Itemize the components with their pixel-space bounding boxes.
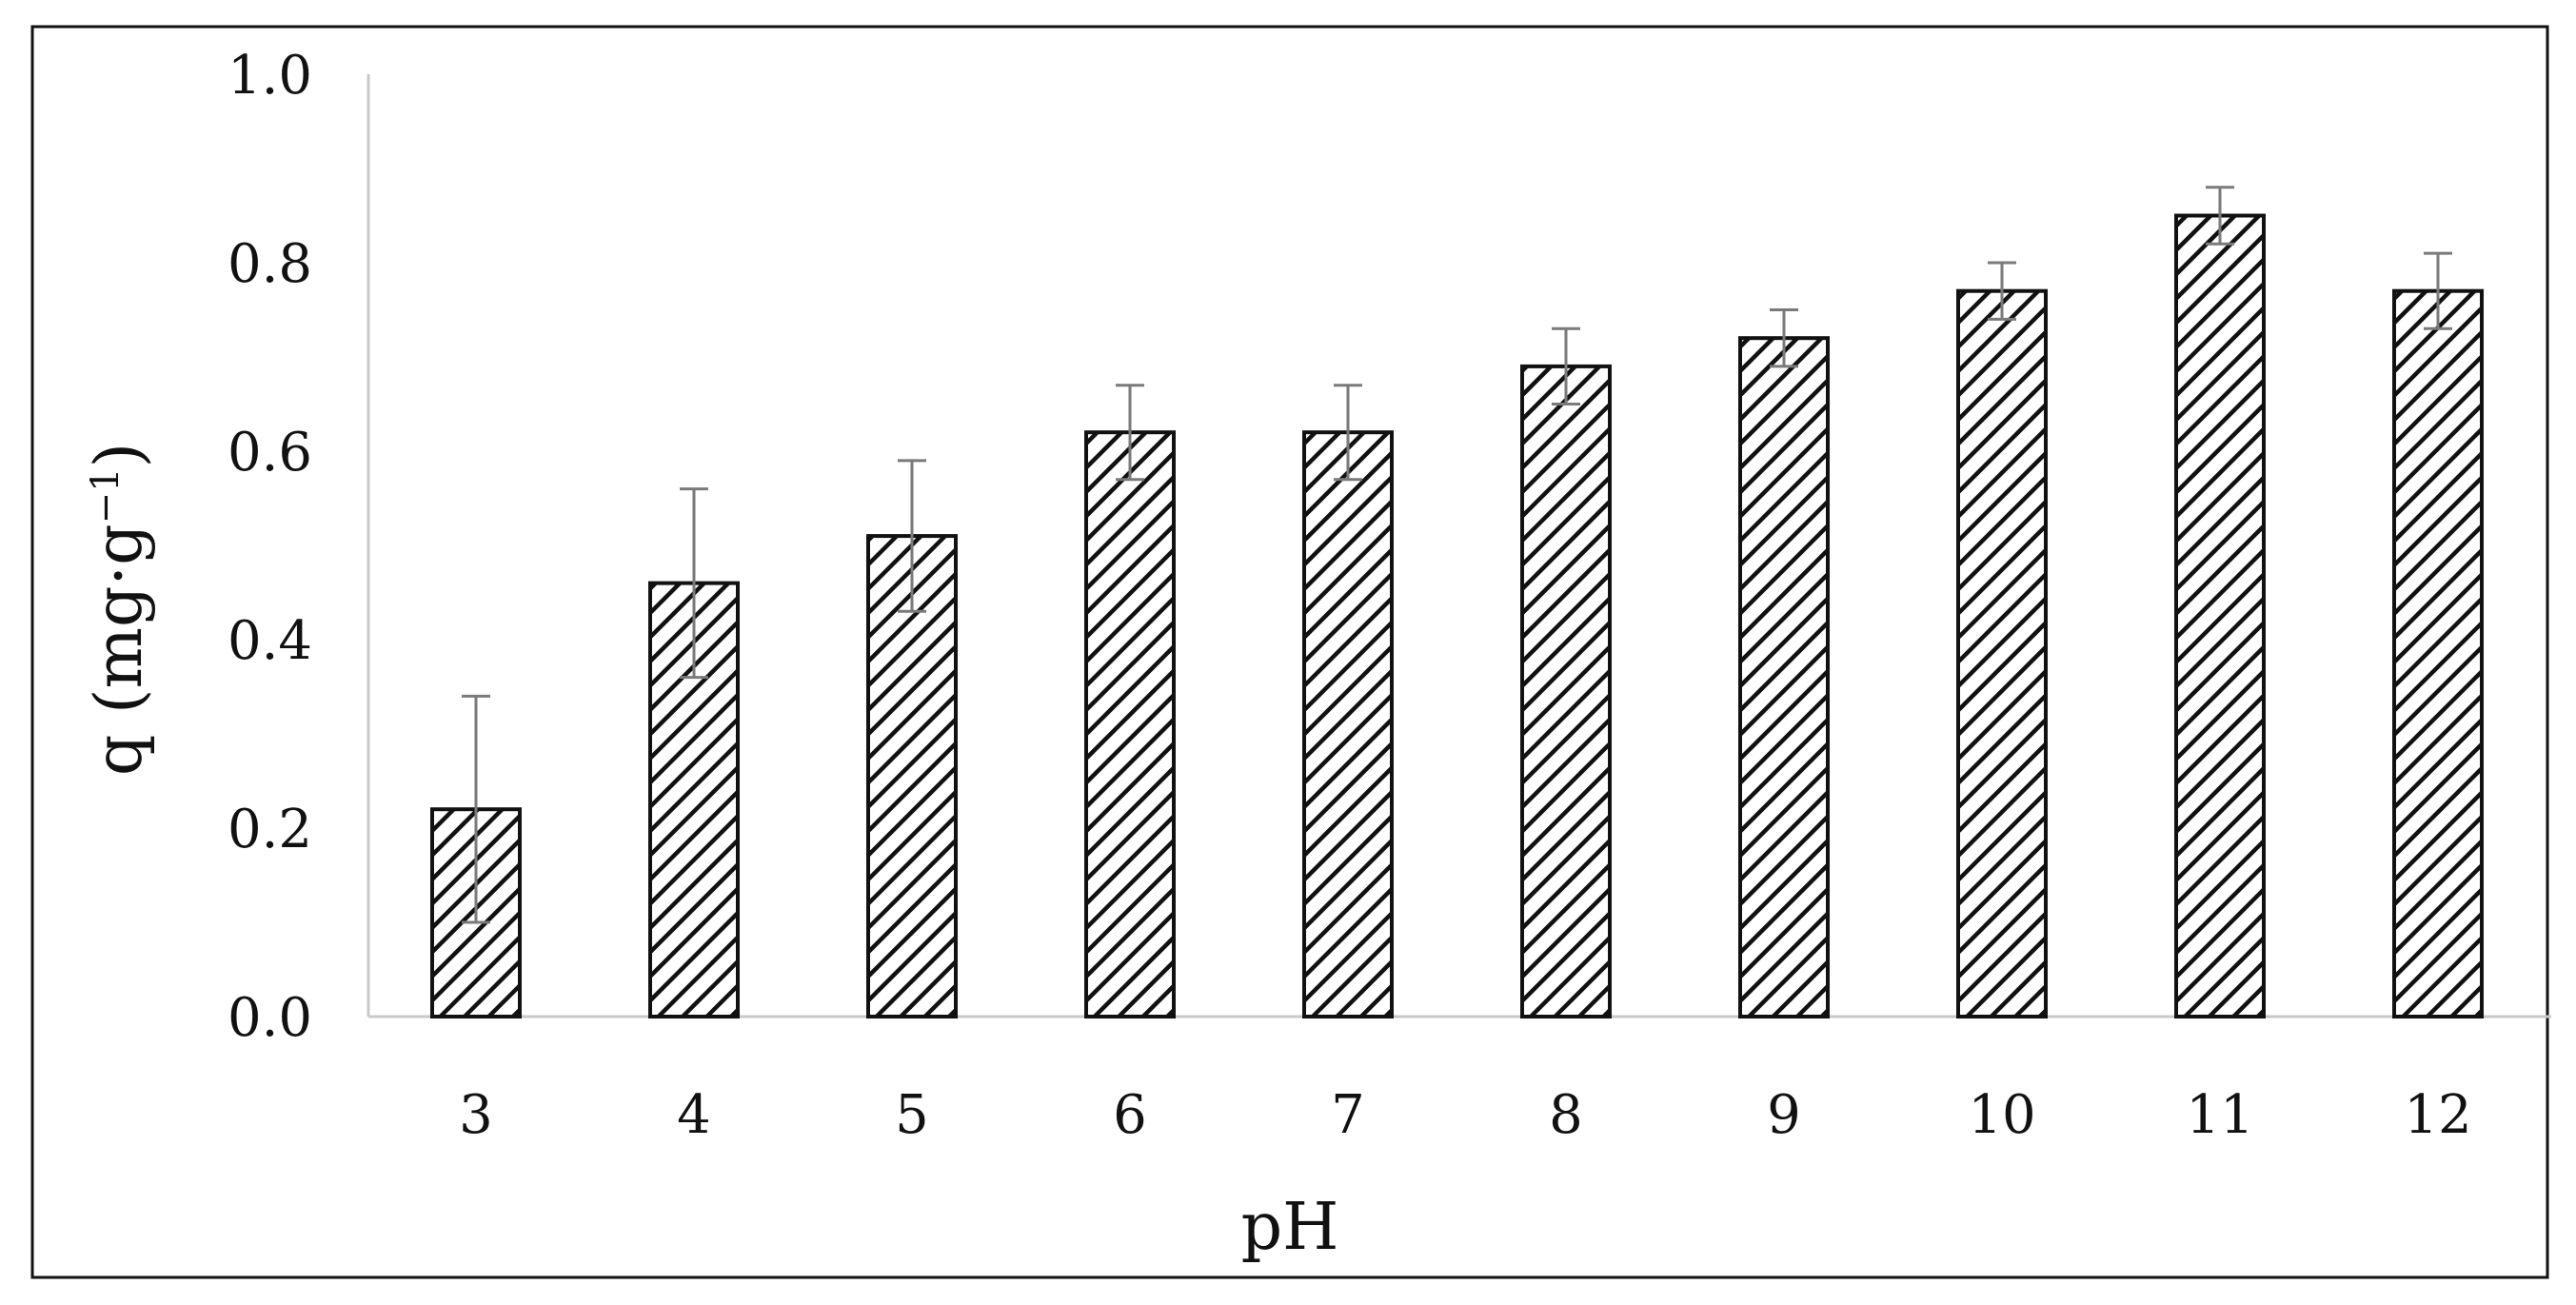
bar <box>2174 213 2266 1018</box>
x-tick-label: 5 <box>895 1084 929 1146</box>
y-tick-label: 0.0 <box>228 987 312 1049</box>
bar <box>1084 430 1176 1018</box>
error-bar <box>898 459 926 613</box>
error-bar <box>1770 308 1798 368</box>
error-bar <box>1116 384 1144 482</box>
x-tick-label: 9 <box>1767 1084 1801 1146</box>
bars <box>430 213 2484 1019</box>
x-axis-title: pH <box>1241 1190 1339 1265</box>
y-axis-title: q (mg·g−1) <box>82 443 157 776</box>
x-tick-label: 12 <box>2404 1084 2471 1146</box>
y-tick-label: 0.4 <box>228 610 312 672</box>
x-tick-label: 10 <box>1968 1084 2035 1146</box>
y-tick-labels: 0.0 0.2 0.4 0.6 0.8 1.0 <box>228 45 312 1049</box>
error-bar <box>1334 384 1362 482</box>
x-tick-label: 6 <box>1113 1084 1147 1146</box>
bar <box>866 534 958 1018</box>
error-bar <box>2206 186 2234 246</box>
y-axis-title-superscript: −1 <box>84 467 128 524</box>
error-bar <box>680 487 708 680</box>
bar <box>1738 336 1830 1018</box>
bar <box>1302 430 1394 1018</box>
x-tick-label: 8 <box>1549 1084 1583 1146</box>
y-tick-label: 0.2 <box>228 799 312 860</box>
x-tick-label: 11 <box>2186 1084 2253 1146</box>
y-tick-label: 1.0 <box>228 45 312 107</box>
x-tick-labels: 3 4 5 6 7 8 9 10 11 12 <box>459 1084 2471 1146</box>
x-tick-label: 4 <box>677 1084 711 1146</box>
y-axis-title-close: ) <box>82 443 157 468</box>
bar <box>1520 364 1612 1018</box>
error-bar <box>1988 261 2016 321</box>
x-tick-label: 3 <box>459 1084 493 1146</box>
chart-frame <box>30 25 2549 1279</box>
y-tick-label: 0.8 <box>228 233 312 295</box>
y-axis-title-base: q (mg·g <box>82 524 157 776</box>
error-bar <box>462 694 490 924</box>
error-bars <box>462 186 2452 924</box>
error-bar <box>2424 251 2452 330</box>
bar <box>2392 288 2484 1018</box>
y-tick-label: 0.6 <box>228 422 312 484</box>
x-tick-label: 7 <box>1331 1084 1365 1146</box>
error-bar <box>1552 326 1580 405</box>
bar <box>1956 288 2048 1018</box>
